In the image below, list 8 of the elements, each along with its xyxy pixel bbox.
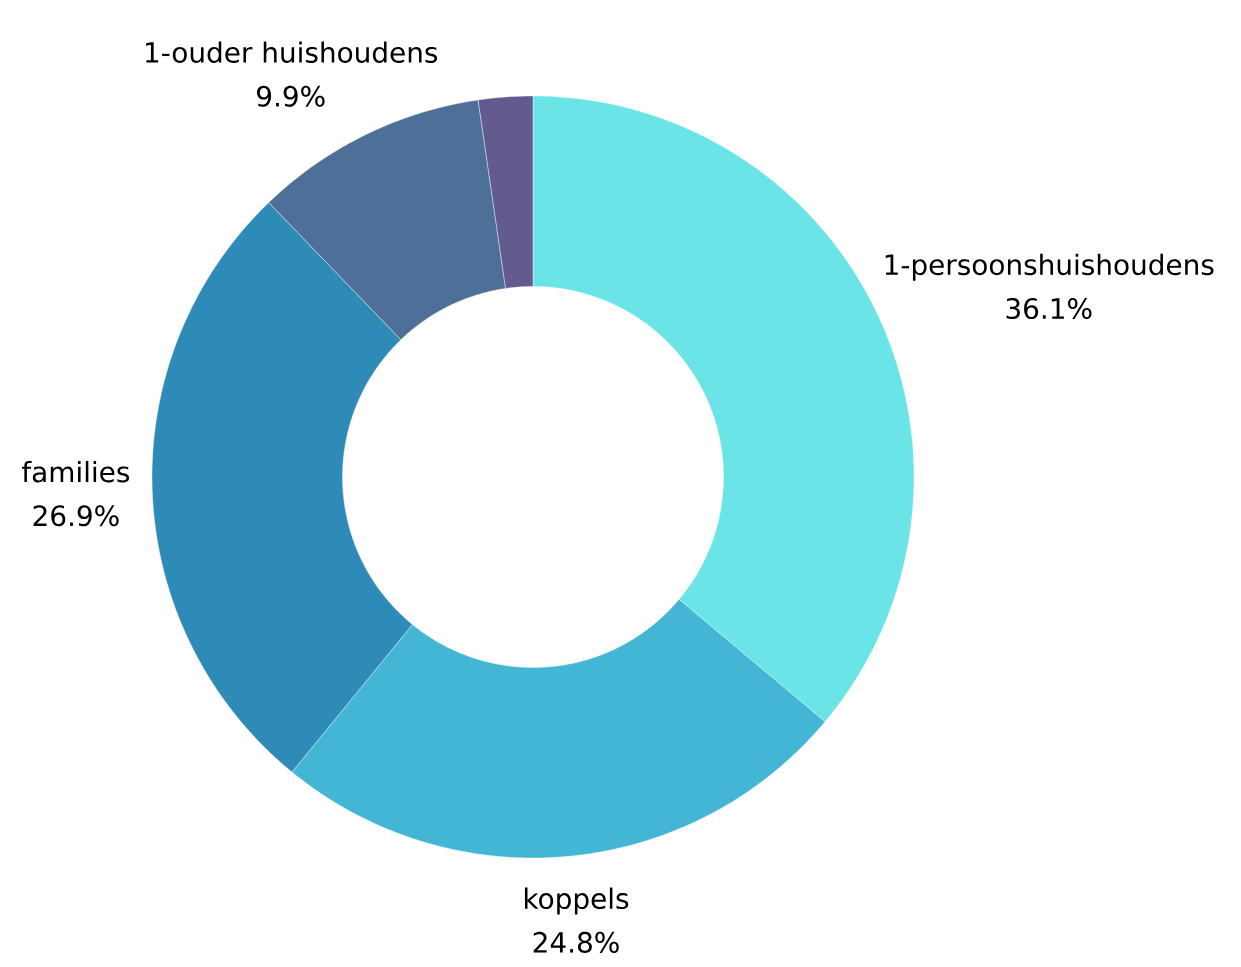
- data-label: 9.9%: [257, 85, 325, 107]
- slice-label: 1-ouder huishoudens: [146, 41, 438, 63]
- data-label: 24.8%: [533, 931, 619, 953]
- slice-label: koppels: [524, 887, 629, 915]
- slice-label: families: [21, 460, 130, 483]
- data-label: 36.1%: [1006, 297, 1092, 320]
- data-label: 26.9%: [33, 505, 119, 527]
- slice-label: 1-persoonshuishoudens: [885, 253, 1214, 281]
